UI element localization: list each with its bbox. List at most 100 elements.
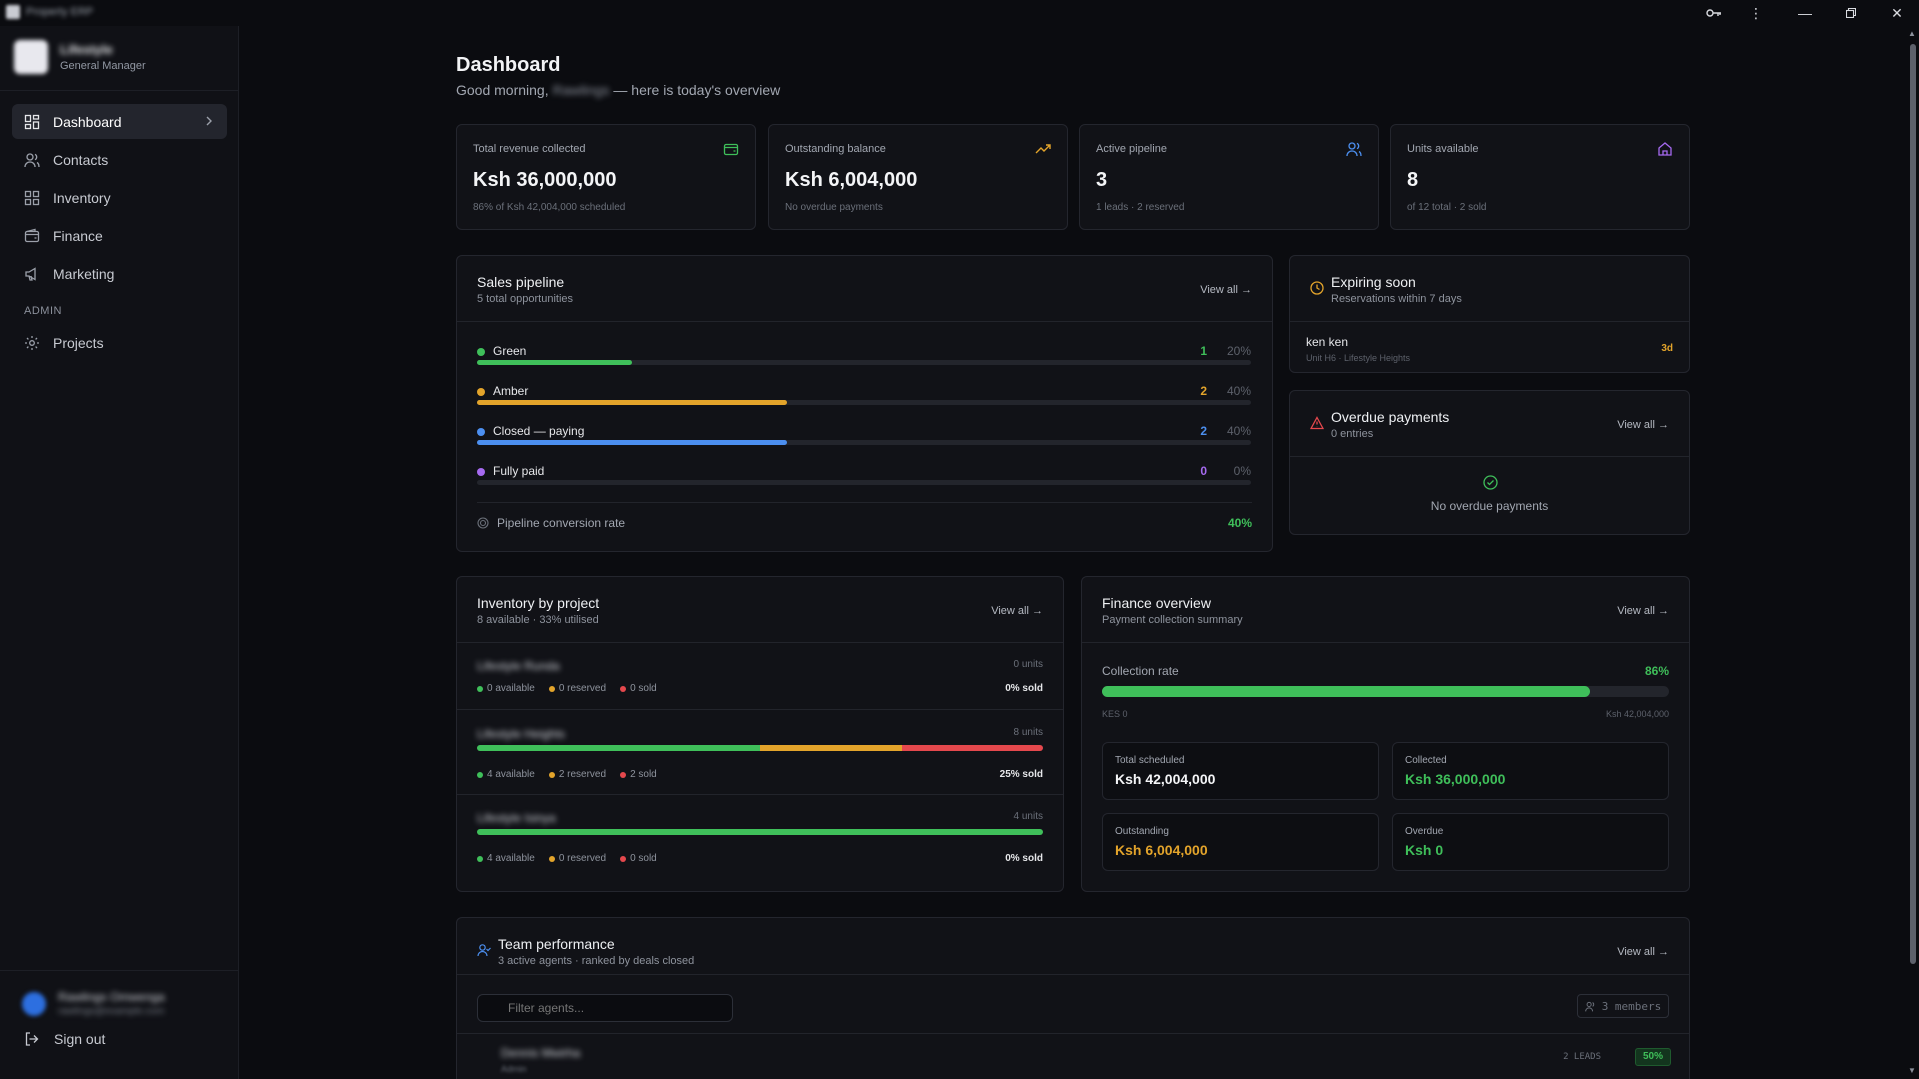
scroll-up-icon[interactable]: ▲ xyxy=(1908,29,1916,38)
stat-card-units: Units available 8 of 12 total · 2 sold xyxy=(1390,124,1690,230)
profile-role: General Manager xyxy=(60,60,146,72)
minimize-button[interactable]: — xyxy=(1798,5,1812,21)
total-scheduled-box: Total scheduled Ksh 42,004,000 xyxy=(1102,742,1379,800)
divider xyxy=(457,642,1063,643)
sold-percent: 25% sold xyxy=(999,769,1043,780)
divider xyxy=(0,970,239,971)
view-all-link[interactable]: View all → xyxy=(1617,419,1669,431)
reserved-count: 0 reserved xyxy=(548,683,606,694)
scroll-down-icon[interactable]: ▼ xyxy=(1908,1066,1916,1075)
maximize-button[interactable] xyxy=(1831,0,1871,26)
card-title: Team performance xyxy=(498,936,615,952)
card-subtitle: Reservations within 7 days xyxy=(1331,293,1462,305)
project-name: Lifestyle Isinya xyxy=(477,811,556,825)
card-subtitle: 5 total opportunities xyxy=(477,293,574,305)
sidebar-item-finance[interactable]: Finance xyxy=(12,218,227,253)
target-icon xyxy=(477,517,489,529)
app-logo-icon xyxy=(6,5,20,19)
stage-percent: 40% xyxy=(1226,424,1251,438)
divider xyxy=(457,794,1063,795)
greeting-prefix: Good morning, xyxy=(456,82,549,98)
close-button[interactable]: ✕ xyxy=(1891,4,1903,21)
collected-box: Collected Ksh 36,000,000 xyxy=(1392,742,1669,800)
view-all-label: View all xyxy=(1617,605,1655,617)
pipeline-stage-closed[interactable]: Closed — paying 2 40% xyxy=(477,424,1251,464)
org-profile[interactable]: Lifestyle General Manager xyxy=(14,40,146,74)
card-title: Finance overview xyxy=(1102,595,1211,611)
collection-progress-track xyxy=(1102,686,1669,697)
stat-value: 3 xyxy=(1096,169,1108,191)
stat-label: Total revenue collected xyxy=(473,143,586,155)
more-menu-icon[interactable]: ⋮ xyxy=(1749,4,1763,21)
conversion-rate: Pipeline conversion rate xyxy=(477,516,625,530)
table-row[interactable]: Dennis Mwirha Admin 2 LEADS 50% xyxy=(477,1043,1671,1079)
progress-fill xyxy=(477,400,787,405)
app-title: Property ERP xyxy=(6,5,93,19)
divider xyxy=(457,974,1689,975)
project-row[interactable]: Lifestyle Isinya 4 units 4 available 0 r… xyxy=(477,811,1043,881)
view-all-link[interactable]: View all → xyxy=(1200,284,1252,296)
card-subtitle: 0 entries xyxy=(1331,428,1374,440)
stat-sub: No overdue payments xyxy=(785,202,883,213)
divider xyxy=(1290,456,1689,457)
greeting-name: Rawlings xyxy=(552,82,610,98)
project-units: 4 units xyxy=(1013,811,1043,822)
progress-track xyxy=(477,440,1251,445)
scrollbar[interactable]: ▲ ▼ xyxy=(1906,26,1919,1079)
stat-label: Units available xyxy=(1407,143,1479,155)
stat-card-pipeline: Active pipeline 3 1 leads · 2 reserved xyxy=(1079,124,1379,230)
progress-fill xyxy=(477,440,787,445)
agent-filter[interactable] xyxy=(477,994,733,1022)
unit-legend: 4 available 2 reserved 2 sold xyxy=(477,769,657,780)
sidebar-item-projects[interactable]: Projects xyxy=(12,325,227,360)
sidebar-item-inventory[interactable]: Inventory xyxy=(12,180,227,215)
view-all-link[interactable]: View all → xyxy=(1617,946,1669,958)
stat-value: Ksh 6,004,000 xyxy=(785,169,918,191)
clock-icon xyxy=(1310,281,1324,295)
arrow-right-icon: → xyxy=(1658,605,1669,617)
sign-out-button[interactable]: Sign out xyxy=(24,1031,105,1047)
view-all-link[interactable]: View all → xyxy=(1617,605,1669,617)
project-row[interactable]: Lifestyle Heights 8 units 4 available 2 … xyxy=(477,727,1043,797)
card-subtitle: 8 available · 33% utilised xyxy=(477,614,599,626)
stage-percent: 40% xyxy=(1226,384,1251,398)
stat-label: Active pipeline xyxy=(1096,143,1167,155)
divider xyxy=(457,321,1272,322)
page-title: Dashboard xyxy=(456,54,561,76)
sidebar-item-label: Marketing xyxy=(53,265,115,282)
stat-sub: 86% of Ksh 42,004,000 scheduled xyxy=(473,202,626,213)
empty-state-text: No overdue payments xyxy=(1430,499,1549,513)
sidebar-item-marketing[interactable]: Marketing xyxy=(12,256,227,291)
current-user[interactable]: Rawlings Omwenga rawlings@example.com xyxy=(22,990,165,1017)
user-email: rawlings@example.com xyxy=(58,1006,165,1017)
sidebar-item-label: Inventory xyxy=(53,189,111,206)
stat-card-outstanding: Outstanding balance Ksh 6,004,000 No ove… xyxy=(768,124,1068,230)
pipeline-stage-amber[interactable]: Amber 2 40% xyxy=(477,384,1251,424)
sidebar-item-contacts[interactable]: Contacts xyxy=(12,142,227,177)
key-icon[interactable] xyxy=(1694,0,1734,26)
stage-percent: 20% xyxy=(1226,344,1251,358)
list-item[interactable]: ken ken Unit H6 · Lifestyle Heights 3d xyxy=(1306,335,1673,365)
project-row[interactable]: Lifestyle Runda 0 units 0 available 0 re… xyxy=(477,659,1043,707)
stage-name: Closed — paying xyxy=(493,424,585,438)
sidebar-item-label: Dashboard xyxy=(53,113,122,130)
reservation-name: ken ken xyxy=(1306,335,1349,349)
project-name: Lifestyle Runda xyxy=(477,659,560,673)
overdue-box: Overdue Ksh 0 xyxy=(1392,813,1669,871)
overdue-payments-card: Overdue payments 0 entries View all → No… xyxy=(1289,390,1690,535)
sidebar: Lifestyle General Manager Dashboard Cont… xyxy=(0,26,239,1079)
filter-agents-input[interactable] xyxy=(477,994,733,1022)
pipeline-stage-fully-paid[interactable]: Fully paid 0 0% xyxy=(477,464,1251,504)
alert-triangle-icon xyxy=(1310,416,1324,430)
agent-role: Admin xyxy=(501,1064,527,1074)
status-dot xyxy=(477,468,485,476)
stage-count: 1 xyxy=(1200,344,1207,358)
scrollbar-thumb[interactable] xyxy=(1910,44,1916,964)
stat-value: 8 xyxy=(1407,169,1419,191)
sidebar-item-dashboard[interactable]: Dashboard xyxy=(12,104,227,139)
org-logo xyxy=(14,40,48,74)
pipeline-stage-green[interactable]: Green 1 20% xyxy=(477,344,1251,384)
view-all-link[interactable]: View all → xyxy=(991,605,1043,617)
progress-track xyxy=(477,360,1251,365)
card-title: Inventory by project xyxy=(477,595,600,611)
